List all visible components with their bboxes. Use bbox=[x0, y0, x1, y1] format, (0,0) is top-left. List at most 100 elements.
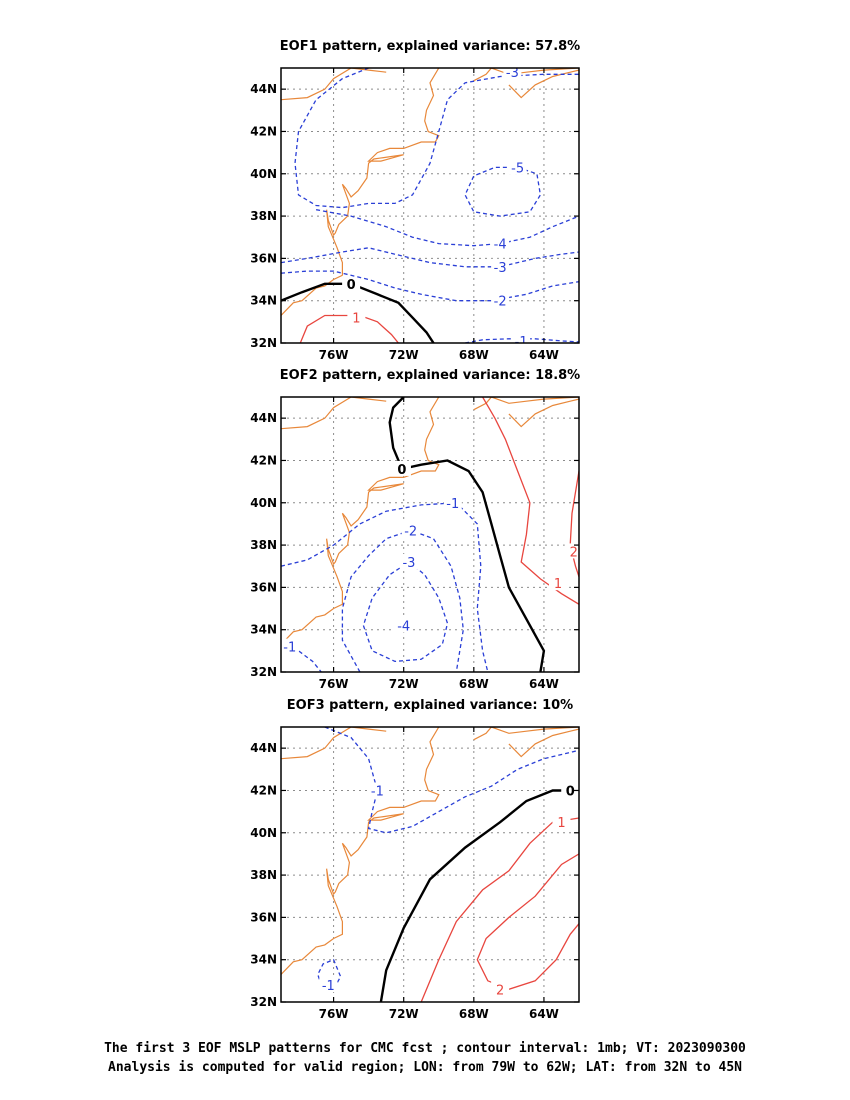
contour-label: -1 bbox=[322, 979, 335, 994]
caption-line-2: Analysis is computed for valid region; L… bbox=[108, 1060, 742, 1075]
contour-label: 0 bbox=[566, 784, 575, 799]
contour-label-bg bbox=[491, 235, 510, 251]
coastline bbox=[281, 397, 440, 645]
contour-label-bg bbox=[394, 617, 413, 633]
contour-label: 1 bbox=[554, 577, 562, 592]
y-tick-label: 34N bbox=[250, 953, 277, 967]
contour-label: -3 bbox=[494, 261, 507, 276]
contour-label-bg bbox=[512, 332, 531, 343]
panel-title: EOF3 pattern, explained variance: 10% bbox=[287, 698, 573, 713]
x-tick-label: 76W bbox=[319, 348, 349, 362]
x-tick-label: 76W bbox=[319, 677, 349, 691]
contour-label: 2 bbox=[570, 545, 578, 560]
y-tick-label: 36N bbox=[250, 251, 277, 265]
contour-label-bg bbox=[491, 258, 510, 274]
contour-label: 0 bbox=[397, 463, 406, 478]
contour-label-bg bbox=[319, 977, 338, 993]
x-tick-label: 64W bbox=[529, 348, 559, 362]
contour-label-bg bbox=[552, 814, 571, 830]
y-tick-label: 38N bbox=[250, 868, 277, 882]
contour-label: -1 bbox=[515, 335, 528, 350]
contour-label: -3 bbox=[506, 66, 519, 81]
contour-label: 0 bbox=[347, 278, 356, 293]
y-tick-label: 42N bbox=[250, 783, 277, 797]
contour-line bbox=[281, 282, 435, 343]
y-tick-label: 42N bbox=[250, 453, 277, 467]
coastline bbox=[491, 397, 579, 404]
contour-line bbox=[324, 727, 579, 834]
contour-line bbox=[341, 529, 464, 672]
eof3-panel: EOF3 pattern, explained variance: 10% 0 1 2… bbox=[250, 698, 580, 1021]
x-tick-label: 64W bbox=[529, 1007, 559, 1021]
contour-label: -4 bbox=[494, 238, 507, 253]
y-tick-label: 40N bbox=[250, 826, 277, 840]
panel-frame bbox=[280, 396, 580, 673]
contour-label-bg bbox=[491, 292, 510, 308]
contour-label: 2 bbox=[496, 983, 504, 998]
contour-label: -4 bbox=[397, 619, 410, 634]
contour-label: 1 bbox=[557, 816, 565, 831]
coastline bbox=[281, 727, 352, 760]
contour-line bbox=[476, 853, 579, 990]
panel-frame bbox=[280, 67, 580, 344]
coastline bbox=[491, 68, 579, 75]
coastline bbox=[281, 68, 440, 316]
contour-label: -2 bbox=[404, 524, 417, 539]
y-tick-label: 44N bbox=[250, 82, 277, 96]
y-tick-label: 40N bbox=[250, 496, 277, 510]
y-tick-label: 38N bbox=[250, 209, 277, 223]
x-tick-label: 68W bbox=[459, 1007, 489, 1021]
contour-label-bg bbox=[508, 159, 527, 175]
x-tick-label: 68W bbox=[459, 348, 489, 362]
y-tick-label: 36N bbox=[250, 910, 277, 924]
contour-label: -1 bbox=[283, 641, 296, 656]
y-tick-label: 36N bbox=[250, 580, 277, 594]
y-tick-label: 32N bbox=[250, 336, 277, 350]
coastline bbox=[491, 727, 579, 734]
y-tick-label: 34N bbox=[250, 294, 277, 308]
panel-title: EOF1 pattern, explained variance: 57.8% bbox=[280, 39, 580, 54]
caption-line-1: The first 3 EOF MSLP patterns for CMC fc… bbox=[104, 1041, 746, 1056]
contour-label-bg bbox=[368, 782, 387, 798]
contour-line bbox=[388, 397, 546, 672]
x-tick-label: 76W bbox=[319, 1007, 349, 1021]
y-tick-label: 34N bbox=[250, 623, 277, 637]
contour-label: -2 bbox=[494, 295, 507, 310]
contour-line bbox=[281, 270, 579, 302]
contour-label-bg bbox=[401, 522, 420, 538]
contour-line bbox=[569, 470, 579, 578]
y-tick-label: 44N bbox=[250, 411, 277, 425]
contour-line bbox=[294, 68, 579, 209]
contour-label-bg bbox=[564, 543, 579, 559]
contour-line bbox=[464, 166, 542, 217]
y-tick-label: 44N bbox=[250, 741, 277, 755]
contour-label-bg bbox=[342, 275, 361, 291]
contour-label-bg bbox=[561, 782, 579, 798]
contour-label-bg bbox=[392, 460, 411, 476]
y-tick-label: 32N bbox=[250, 995, 277, 1009]
coastline bbox=[281, 727, 440, 975]
coastline bbox=[281, 68, 352, 101]
panel-frame bbox=[280, 726, 580, 1003]
contour-label-bg bbox=[443, 494, 462, 510]
contour-label: -1 bbox=[371, 784, 384, 799]
eof-figure: EOF1 pattern, explained variance: 57.8% 1… bbox=[250, 39, 580, 1021]
x-tick-label: 68W bbox=[459, 677, 489, 691]
y-tick-label: 32N bbox=[250, 665, 277, 679]
contour-label: -1 bbox=[446, 497, 459, 512]
contour-line bbox=[362, 561, 449, 663]
y-tick-label: 40N bbox=[250, 167, 277, 181]
y-tick-label: 42N bbox=[250, 124, 277, 138]
eof1-panel: EOF1 pattern, explained variance: 57.8% 1… bbox=[250, 39, 580, 362]
coastline bbox=[473, 727, 492, 741]
x-tick-label: 64W bbox=[529, 677, 559, 691]
contour-line bbox=[379, 789, 579, 1002]
contour-label-bg bbox=[548, 575, 567, 591]
y-tick-label: 38N bbox=[250, 538, 277, 552]
contour-line bbox=[315, 209, 579, 247]
contour-line bbox=[420, 817, 579, 1002]
coastline bbox=[508, 69, 579, 99]
contour-line bbox=[281, 247, 579, 268]
contour-label-bg bbox=[503, 68, 522, 80]
x-tick-label: 72W bbox=[389, 348, 419, 362]
